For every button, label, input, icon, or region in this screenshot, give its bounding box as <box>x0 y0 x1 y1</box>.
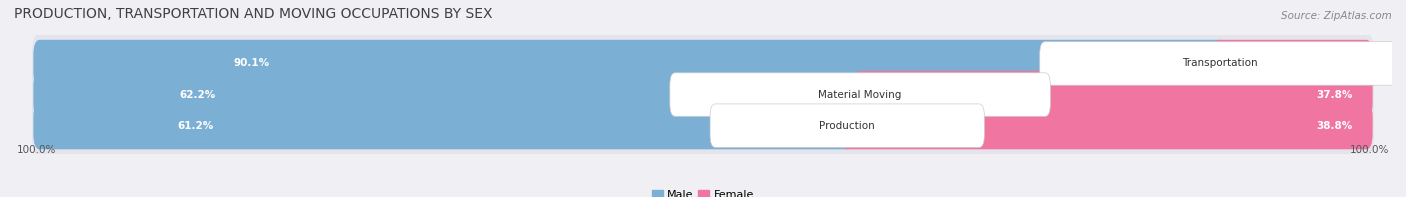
Legend: Male, Female: Male, Female <box>647 186 759 197</box>
FancyBboxPatch shape <box>32 65 1374 125</box>
Text: 100.0%: 100.0% <box>17 145 56 155</box>
Text: Source: ZipAtlas.com: Source: ZipAtlas.com <box>1281 11 1392 21</box>
Text: PRODUCTION, TRANSPORTATION AND MOVING OCCUPATIONS BY SEX: PRODUCTION, TRANSPORTATION AND MOVING OC… <box>14 7 492 21</box>
FancyBboxPatch shape <box>1040 42 1399 85</box>
FancyBboxPatch shape <box>710 104 984 147</box>
Text: Production: Production <box>820 121 875 131</box>
Text: Material Moving: Material Moving <box>818 90 901 99</box>
Text: 62.2%: 62.2% <box>180 90 215 99</box>
Text: 9.9%: 9.9% <box>1324 59 1353 68</box>
FancyBboxPatch shape <box>34 40 1226 87</box>
Text: 37.8%: 37.8% <box>1316 90 1353 99</box>
FancyBboxPatch shape <box>32 96 1374 155</box>
Text: 90.1%: 90.1% <box>233 59 270 68</box>
FancyBboxPatch shape <box>669 73 1050 116</box>
FancyBboxPatch shape <box>32 34 1374 93</box>
Text: 61.2%: 61.2% <box>177 121 214 131</box>
Text: 38.8%: 38.8% <box>1316 121 1353 131</box>
FancyBboxPatch shape <box>1213 40 1372 87</box>
FancyBboxPatch shape <box>34 102 853 149</box>
FancyBboxPatch shape <box>853 71 1372 118</box>
FancyBboxPatch shape <box>841 102 1372 149</box>
Text: Transportation: Transportation <box>1181 59 1257 68</box>
Text: 100.0%: 100.0% <box>1350 145 1389 155</box>
FancyBboxPatch shape <box>34 71 866 118</box>
